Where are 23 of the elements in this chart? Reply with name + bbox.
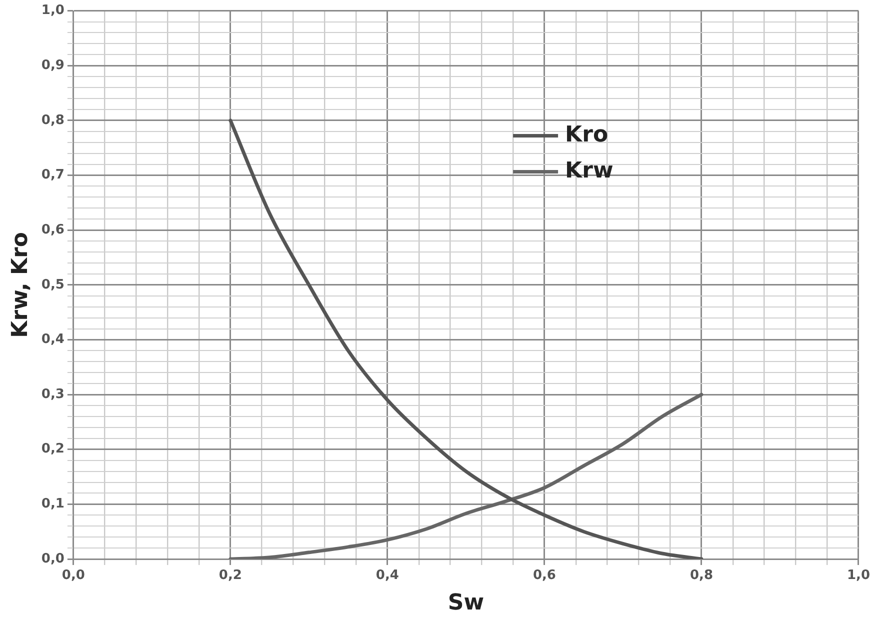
x-axis-title: Sw (448, 590, 484, 616)
y-tick-label: 0,6 (41, 222, 64, 238)
x-tick-label: 0,8 (690, 568, 713, 584)
legend-label: Kro (565, 122, 608, 148)
x-tick-label: 0,2 (218, 568, 242, 584)
y-tick-label: 0,3 (41, 386, 64, 402)
y-tick-label: 0,1 (41, 496, 64, 512)
y-tick-label: 0,2 (41, 442, 64, 457)
y-tick-label: 0,4 (41, 332, 64, 348)
x-tick-label: 1,0 (846, 568, 870, 584)
x-tick-label: 0,4 (376, 568, 399, 584)
line-series (228, 118, 704, 559)
line-series (228, 392, 704, 559)
y-axis-title: Krw, Kro (8, 232, 33, 338)
x-tick-label: 0,6 (532, 568, 556, 584)
y-tick-label: 0,7 (41, 168, 64, 183)
y-tick-label: 0,9 (41, 58, 64, 73)
y-tick-label: 0,8 (41, 112, 64, 128)
legend-label: Krw (565, 158, 614, 184)
y-tick-label: 0,0 (41, 551, 64, 566)
x-tick-label: 0,0 (62, 568, 85, 584)
y-tick-label: 1,0 (41, 3, 64, 18)
y-tick-label: 0,5 (41, 277, 64, 292)
